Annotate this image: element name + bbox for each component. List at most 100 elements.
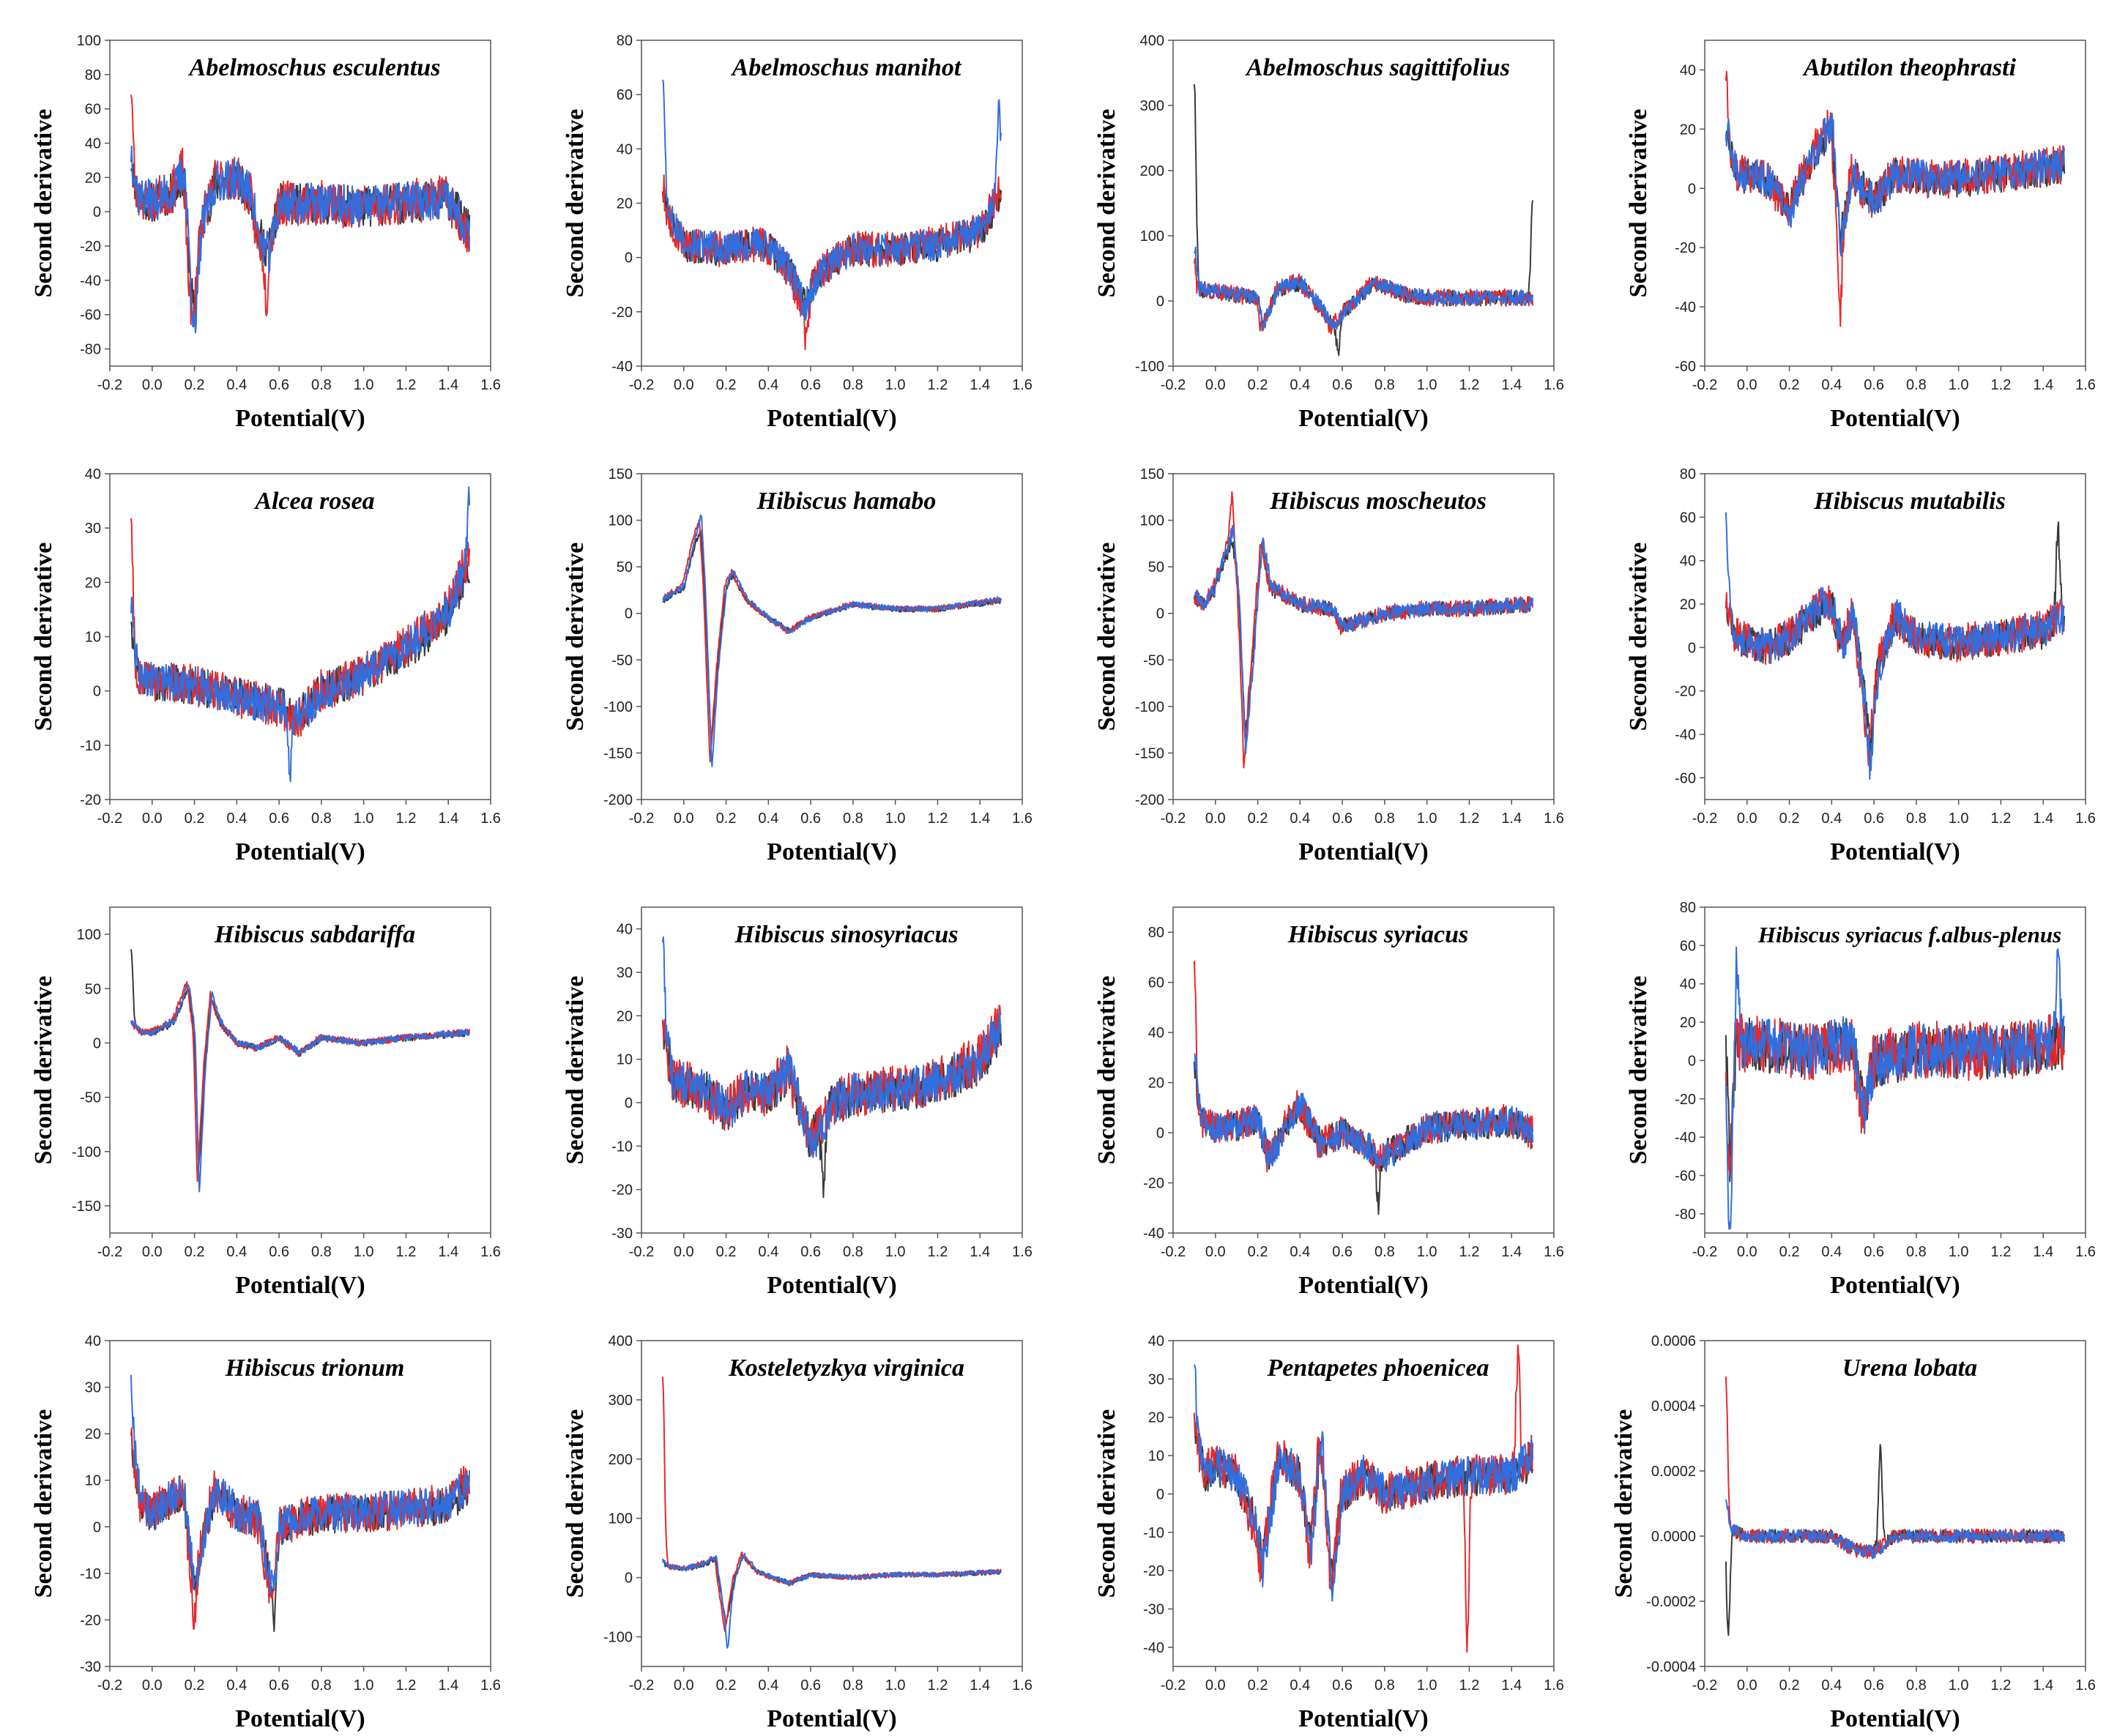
x-tick-label: 1.4 xyxy=(438,1244,458,1260)
y-tick-label: 10 xyxy=(85,1473,101,1489)
x-tick-label: 1.2 xyxy=(1991,1244,2012,1260)
y-tick-label: -60 xyxy=(80,308,101,324)
x-tick-label: 1.2 xyxy=(1991,811,2012,827)
series-line-blue xyxy=(662,514,1002,767)
y-tick-label: -150 xyxy=(1135,745,1164,761)
y-tick-label: -20 xyxy=(80,1612,101,1628)
x-tick-label: -0.2 xyxy=(97,811,122,827)
x-tick-label: 1.6 xyxy=(1544,377,1564,393)
chart-panel: -0.2 0.0 0.2 0.4 0.6 0.8 1.0 1.2 1.4 1.6 -0.0004 -0… xyxy=(1610,1333,2096,1732)
y-tick-label: 150 xyxy=(1140,466,1164,483)
y-tick-label: 0 xyxy=(625,250,633,267)
y-tick-label: 40 xyxy=(1148,1333,1164,1349)
y-tick-label: 40 xyxy=(1680,62,1696,78)
y-tick-label: 50 xyxy=(617,559,633,575)
y-tick-label: 0.0006 xyxy=(1651,1333,1696,1349)
y-tick-label: 200 xyxy=(609,1452,633,1468)
x-tick-label: 1.2 xyxy=(928,1677,948,1694)
x-tick-label: 0.0 xyxy=(674,377,694,393)
y-tick-label: -50 xyxy=(1143,652,1164,668)
panel-title: Abutilon theophrasti xyxy=(1802,54,2017,81)
x-tick-label: 1.6 xyxy=(1012,1677,1033,1694)
x-tick-label: -0.2 xyxy=(629,1677,654,1694)
panel-title: Hibiscus mutabilis xyxy=(1813,488,2006,515)
x-tick-label: 0.0 xyxy=(142,811,163,827)
y-tick-label: 100 xyxy=(609,513,633,529)
x-axis-label: Potential(V) xyxy=(235,1705,365,1732)
x-tick-label: 0.4 xyxy=(226,1244,247,1260)
y-tick-label: 300 xyxy=(609,1393,633,1409)
plot-frame xyxy=(1172,1340,1555,1667)
x-axis-label: Potential(V) xyxy=(767,1705,897,1732)
x-tick-label: 1.2 xyxy=(1459,377,1480,393)
x-tick-label: 0.6 xyxy=(1332,1244,1353,1260)
y-tick-label: 300 xyxy=(1140,98,1164,114)
y-tick-label: -40 xyxy=(1675,1130,1696,1146)
x-tick-label: 1.0 xyxy=(885,1677,906,1694)
y-tick-label: 100 xyxy=(1140,513,1164,529)
y-tick-label: 10 xyxy=(1148,1448,1164,1464)
x-tick-label: 0.2 xyxy=(716,1244,737,1260)
y-tick-label: 100 xyxy=(1140,228,1164,245)
x-tick-label: 1.0 xyxy=(1417,811,1437,827)
y-tick-label: 80 xyxy=(1148,925,1164,941)
y-axis-label: Second derivative xyxy=(562,976,589,1165)
x-tick-label: 0.8 xyxy=(1374,1244,1395,1260)
y-tick-label: -100 xyxy=(603,1630,633,1646)
x-tick-label: 1.4 xyxy=(2033,811,2053,827)
y-tick-label: 20 xyxy=(1680,1015,1696,1031)
y-tick-label: 0.0000 xyxy=(1651,1529,1696,1545)
x-tick-label: 1.6 xyxy=(2075,377,2096,393)
y-axis-label: Second derivative xyxy=(562,543,589,731)
chart-panel: -0.2 0.0 0.2 0.4 0.6 0.8 1.0 1.2 1.4 1.6 -60 -40 -20… xyxy=(1625,40,2096,432)
y-tick-label: 0 xyxy=(625,1571,633,1587)
x-tick-label: 1.2 xyxy=(1459,1244,1480,1260)
chart-panel: -0.2 0.0 0.2 0.4 0.6 0.8 1.0 1.2 1.4 1.6 -60 -40 -20… xyxy=(1625,466,2096,865)
series-line-blue xyxy=(1193,1364,1534,1602)
y-tick-label: -30 xyxy=(611,1226,633,1242)
y-tick-label: 0 xyxy=(1156,1486,1164,1502)
y-tick-label: 40 xyxy=(1680,977,1696,993)
chart-panel: -0.2 0.0 0.2 0.4 0.6 0.8 1.0 1.2 1.4 1.6 -150 -100 -… xyxy=(30,906,501,1299)
y-tick-label: -10 xyxy=(80,1566,101,1582)
x-tick-label: 0.8 xyxy=(1906,1244,1927,1260)
x-tick-label: 0.6 xyxy=(1332,1677,1353,1694)
x-tick-label: 1.0 xyxy=(885,377,906,393)
x-tick-label: 0.2 xyxy=(716,377,737,393)
x-axis-label: Potential(V) xyxy=(767,838,897,865)
x-tick-label: 1.4 xyxy=(2033,1677,2053,1694)
x-tick-label: 1.2 xyxy=(928,811,948,827)
x-tick-label: 0.4 xyxy=(1290,377,1310,393)
x-tick-label: 0.4 xyxy=(1821,1244,1842,1260)
y-tick-label: 60 xyxy=(617,87,633,103)
chart-panel: -0.2 0.0 0.2 0.4 0.6 0.8 1.0 1.2 1.4 1.6 -30 -20 -10… xyxy=(562,906,1033,1299)
panel-title: Hibiscus syriacus f.albus-plenus xyxy=(1757,922,2061,947)
panel-title: Hibiscus moscheutos xyxy=(1269,488,1487,515)
x-axis-label: Potential(V) xyxy=(1298,405,1429,432)
x-tick-label: 0.6 xyxy=(269,1677,289,1694)
y-tick-label: -80 xyxy=(80,342,101,358)
x-tick-label: 1.6 xyxy=(480,1244,501,1260)
x-tick-label: 1.2 xyxy=(1991,1677,2012,1694)
series-line-red xyxy=(1193,1344,1534,1653)
y-tick-label: 40 xyxy=(85,466,101,483)
y-tick-label: -20 xyxy=(611,1182,633,1199)
chart-panel: -0.2 0.0 0.2 0.4 0.6 0.8 1.0 1.2 1.4 1.6 -200 -150 -… xyxy=(1093,466,1564,865)
x-tick-label: 0.4 xyxy=(758,1677,778,1694)
x-tick-label: -0.2 xyxy=(629,811,654,827)
y-tick-label: 20 xyxy=(617,196,633,212)
x-tick-label: 1.4 xyxy=(438,377,458,393)
x-tick-label: 1.2 xyxy=(1991,377,2012,393)
x-tick-label: 0.4 xyxy=(758,1244,778,1260)
y-tick-label: 0 xyxy=(1688,640,1696,656)
y-axis-label: Second derivative xyxy=(1625,109,1652,298)
x-tick-label: 0.8 xyxy=(1906,377,1927,393)
y-tick-label: 30 xyxy=(85,521,101,537)
y-tick-label: 20 xyxy=(617,1008,633,1024)
x-tick-label: 1.4 xyxy=(438,1677,458,1694)
y-tick-label: -10 xyxy=(611,1139,633,1155)
y-tick-label: 30 xyxy=(1148,1371,1164,1387)
x-tick-label: 1.6 xyxy=(2075,811,2096,827)
y-axis-label: Second derivative xyxy=(1610,1409,1637,1598)
chart-panel: -0.2 0.0 0.2 0.4 0.6 0.8 1.0 1.2 1.4 1.6 -40 -20 0 20… xyxy=(562,33,1033,432)
